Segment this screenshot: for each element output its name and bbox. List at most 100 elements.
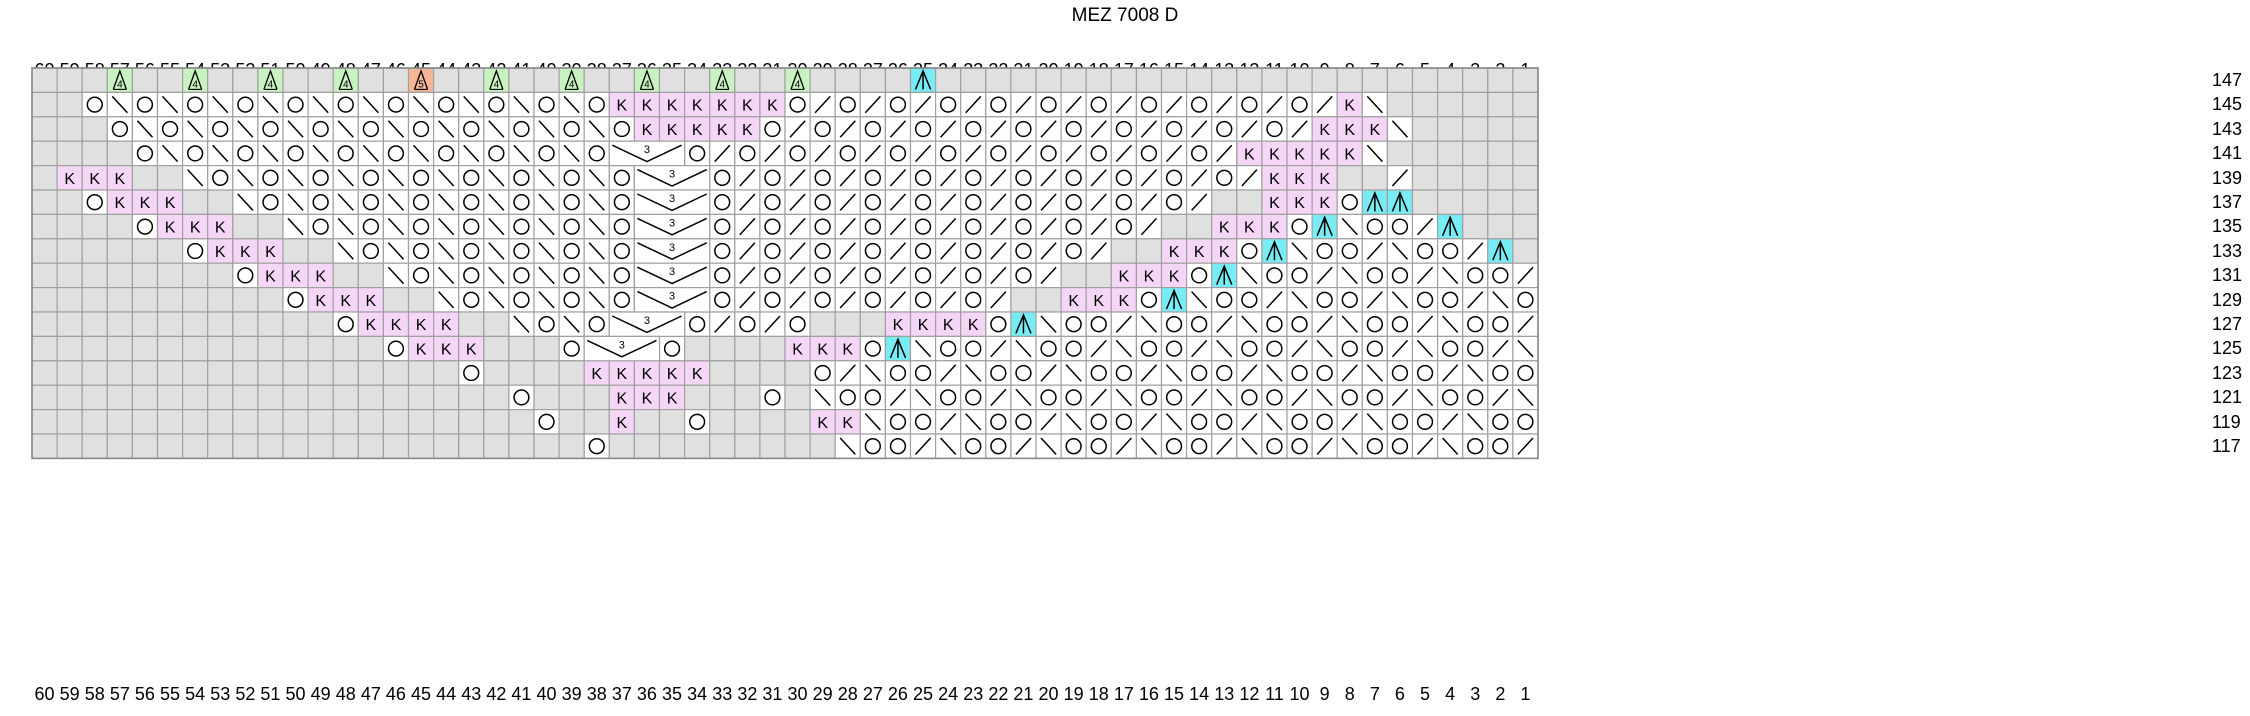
chart-cell bbox=[483, 335, 510, 362]
chart-cell bbox=[257, 262, 284, 289]
chart-cell bbox=[1110, 67, 1138, 93]
knit-symbol: K bbox=[1319, 171, 1330, 188]
chart-cell bbox=[207, 116, 234, 142]
chart-cell bbox=[1211, 238, 1238, 264]
left-decrease-symbol bbox=[488, 217, 505, 236]
chart-cell bbox=[207, 360, 234, 386]
right-decrease-symbol bbox=[1040, 120, 1057, 138]
decrease-symbol bbox=[413, 69, 429, 90]
left-decrease-symbol bbox=[814, 388, 831, 407]
yarn-over-symbol bbox=[136, 145, 154, 162]
yarn-over-symbol bbox=[136, 218, 154, 235]
yarn-over-symbol bbox=[1040, 389, 1057, 406]
chart-cell bbox=[508, 433, 535, 459]
chart-cell bbox=[1311, 287, 1338, 313]
chart-cell bbox=[1436, 165, 1464, 191]
chart-cell bbox=[1462, 165, 1489, 191]
yarn-over-symbol bbox=[1015, 267, 1032, 284]
right-decrease-symbol bbox=[1140, 169, 1158, 187]
chart-cell bbox=[156, 67, 184, 93]
right-decrease-symbol bbox=[814, 144, 831, 163]
right-decrease-symbol bbox=[764, 144, 781, 163]
right-decrease-symbol bbox=[1140, 413, 1158, 431]
left-decrease-symbol bbox=[287, 169, 304, 187]
chart-cell bbox=[332, 262, 359, 289]
chart-cell bbox=[106, 262, 134, 289]
yarn-over-symbol bbox=[1291, 413, 1308, 430]
yarn-over-symbol bbox=[864, 340, 881, 357]
chart-cell bbox=[834, 409, 861, 435]
knit-symbol: K bbox=[265, 268, 276, 285]
yarn-over-symbol bbox=[1366, 316, 1383, 333]
right-decrease-symbol bbox=[914, 144, 932, 163]
yarn-over-symbol bbox=[1065, 340, 1082, 357]
yarn-over-symbol bbox=[714, 169, 731, 186]
yarn-over-symbol bbox=[864, 169, 881, 186]
chart-cell bbox=[106, 116, 134, 142]
chart-cell bbox=[1236, 384, 1263, 411]
knit-symbol: K bbox=[692, 98, 703, 115]
chart-cell bbox=[81, 384, 108, 411]
chart-cell bbox=[1462, 140, 1489, 167]
chart-cell bbox=[81, 116, 108, 142]
yarn-over-symbol bbox=[86, 96, 103, 113]
chart-cell bbox=[1035, 335, 1062, 362]
yarn-over-symbol bbox=[864, 438, 881, 455]
yarn-over-symbol bbox=[764, 291, 781, 308]
yarn-over-symbol bbox=[563, 169, 580, 186]
chart-cell bbox=[1085, 433, 1112, 459]
chart-cell bbox=[1462, 116, 1489, 142]
knit-symbol: K bbox=[667, 98, 678, 115]
left-decrease-symbol bbox=[1191, 291, 1208, 309]
chart-cell bbox=[1135, 238, 1163, 264]
left-decrease-symbol bbox=[864, 364, 881, 382]
knit-symbol: K bbox=[240, 244, 251, 261]
yarn-over-symbol bbox=[513, 120, 530, 138]
chart-cell bbox=[859, 116, 886, 142]
left-decrease-symbol bbox=[1040, 437, 1057, 455]
right-decrease-symbol bbox=[1065, 144, 1082, 163]
yarn-over-symbol bbox=[1090, 96, 1107, 113]
right-decrease-symbol bbox=[1366, 242, 1383, 260]
yarn-over-symbol bbox=[438, 145, 455, 162]
chart-cell bbox=[1336, 165, 1363, 191]
chart-cell bbox=[56, 262, 83, 289]
chart-cell bbox=[960, 409, 987, 435]
knit-symbol: K bbox=[1294, 146, 1305, 163]
yarn-over-symbol bbox=[1517, 413, 1534, 430]
chart-cell bbox=[31, 433, 58, 459]
chart-cell bbox=[1487, 433, 1514, 459]
yarn-over-symbol bbox=[187, 145, 204, 162]
yarn-over-symbol bbox=[613, 194, 630, 211]
yarn-over-symbol bbox=[237, 267, 254, 284]
chart-cell bbox=[558, 360, 585, 386]
left-decrease-symbol bbox=[1467, 413, 1484, 431]
left-decrease-symbol bbox=[237, 169, 254, 187]
right-decrease-symbol bbox=[839, 266, 856, 285]
right-decrease-symbol bbox=[789, 193, 806, 211]
cable-symbol bbox=[611, 315, 682, 334]
yarn-over-symbol bbox=[1391, 316, 1409, 333]
chart-cell bbox=[985, 433, 1012, 459]
chart-cell bbox=[1010, 213, 1037, 240]
chart-cell bbox=[633, 91, 661, 118]
chart-cell bbox=[558, 165, 585, 191]
yarn-over-symbol bbox=[1216, 291, 1233, 308]
chart-cell bbox=[1185, 262, 1213, 289]
chart-cell bbox=[859, 287, 886, 313]
left-decrease-symbol bbox=[1015, 388, 1032, 407]
row-number: 119 bbox=[2212, 411, 2241, 432]
chart-cell bbox=[759, 433, 786, 459]
right-decrease-symbol bbox=[990, 193, 1007, 211]
yarn-over-symbol bbox=[814, 120, 831, 138]
yarn-over-symbol bbox=[362, 194, 380, 211]
knit-symbol: K bbox=[717, 122, 728, 139]
yarn-over-symbol bbox=[1140, 340, 1158, 357]
left-decrease-symbol bbox=[1140, 315, 1158, 333]
chart-cell bbox=[558, 213, 585, 240]
chart-cell bbox=[1060, 335, 1087, 362]
chart-cell bbox=[257, 311, 284, 337]
right-decrease-symbol bbox=[1140, 193, 1158, 211]
column-number: 2 bbox=[1495, 684, 1506, 704]
yarn-over-symbol bbox=[538, 413, 555, 430]
